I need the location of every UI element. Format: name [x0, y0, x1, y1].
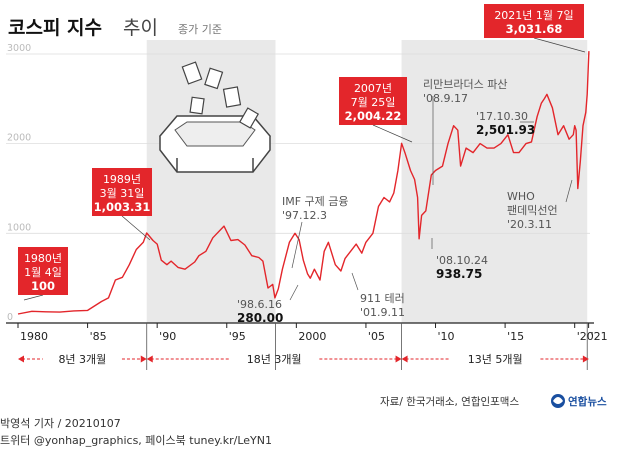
annotation-leader — [351, 272, 359, 291]
highlight-band-0 — [146, 40, 276, 323]
annotation-text: '17.10.30 — [476, 110, 528, 123]
annotation-text: 2,004.22 — [345, 109, 402, 123]
x-tick-label: '10 — [438, 330, 455, 343]
kospi-series-line — [17, 51, 590, 315]
chart-subtitle: 종가 기준 — [178, 23, 222, 36]
logo-text: 연합뉴스 — [568, 395, 607, 408]
annotation-text: 7월 25일 — [351, 95, 396, 109]
annotation-text: 911 테러 — [360, 292, 405, 305]
period-2: 13년 5개월 — [401, 353, 589, 366]
social-links: 트위터 @yonhap_graphics, 페이스북 tuney.kr/LeYN… — [0, 434, 272, 447]
annotation-leader — [291, 221, 303, 269]
annotation-8: '17.10.302,501.93 — [476, 110, 535, 137]
arrowhead — [146, 355, 153, 363]
annotation-text: 3,031.68 — [506, 22, 563, 36]
annotation-text: WHO — [507, 190, 535, 203]
annotation-text: '97.12.3 — [282, 209, 327, 222]
period-0: 8년 3개월 — [18, 353, 147, 366]
x-tick-label: '21 — [591, 330, 608, 343]
annotation-text: '98.6.16 — [237, 298, 282, 311]
annotation-text: '01.9.11 — [360, 306, 405, 319]
period-label: 13년 5개월 — [468, 353, 523, 366]
x-tick-label: '20 — [577, 330, 594, 343]
x-tick-label: '95 — [229, 330, 246, 343]
period-label: 8년 3개월 — [58, 353, 106, 366]
annotation-box — [339, 77, 407, 125]
y-tick-label: 3000 — [7, 43, 31, 54]
annotation-text: 3월 31일 — [100, 186, 145, 200]
annotation-leader — [289, 284, 299, 301]
highlight-band-1 — [401, 40, 588, 323]
annotation-4: 911 테러'01.9.11 — [351, 272, 405, 319]
annotation-text: 2,501.93 — [476, 123, 535, 137]
highlight-bands — [146, 40, 588, 323]
annotation-text: 938.75 — [436, 267, 482, 281]
annotation-text: 280.00 — [237, 311, 283, 325]
annotation-leader — [565, 179, 573, 203]
chart-title: 코스피 지수 — [8, 17, 102, 39]
x-tick-label: '15 — [507, 330, 524, 343]
annotation-box — [92, 168, 152, 216]
x-tick-label: '05 — [368, 330, 385, 343]
annotation-text: '08.9.17 — [423, 92, 468, 105]
annotation-10: 2021년 1월 7일3,031.68 — [484, 4, 586, 53]
annotation-box — [484, 4, 584, 38]
y-tick-label: 0 — [7, 312, 13, 323]
annotation-text: '08.10.24 — [436, 254, 488, 267]
annotation-text: 2021년 1월 7일 — [494, 8, 573, 22]
annotation-text: 100 — [31, 279, 55, 293]
x-axis: 1980 '85 '90 '95 2000 '05 '10 '15 '20'21 — [6, 322, 608, 370]
arrowhead — [18, 355, 24, 363]
y-tick-label: 1000 — [7, 222, 31, 233]
annotation-leader — [372, 124, 413, 143]
yonhap-logo: 연합뉴스 — [551, 394, 607, 408]
x-tick-label: '85 — [90, 330, 107, 343]
x-tick-label: '90 — [159, 330, 176, 343]
annotation-text: 1,003.31 — [94, 200, 151, 214]
annotation-box — [18, 247, 68, 295]
annotation-text: 팬데믹선언 — [507, 204, 558, 217]
annotation-text: 1989년 — [103, 173, 141, 186]
arrowhead — [401, 355, 408, 363]
byline: 박영석 기자 / 20210107 — [0, 417, 121, 430]
x-tick-label: 1980 — [20, 330, 48, 343]
money-pot-illustration — [159, 61, 271, 173]
annotation-text: IMF 구제 금융 — [282, 195, 349, 208]
arrowhead — [140, 355, 147, 363]
arrowhead — [395, 355, 402, 363]
source-note: 자료/ 한국거래소, 연합인포맥스 — [380, 396, 519, 408]
annotation-text: 1980년 — [24, 252, 62, 265]
arrowhead — [582, 355, 589, 363]
annotation-text: 2007년 — [354, 82, 392, 95]
x-tick-label: 2000 — [298, 330, 326, 343]
period-label: 18년 3개월 — [247, 353, 302, 366]
annotation-text: '20.3.11 — [507, 218, 552, 231]
annotation-leader — [121, 215, 151, 241]
y-tick-label: 2000 — [7, 133, 31, 144]
annotation-6: 리만브라더스 파산'08.9.17 — [423, 78, 507, 185]
annotation-leader — [23, 294, 44, 301]
annotation-text: 리만브라더스 파산 — [423, 78, 507, 91]
annotation-leader — [533, 37, 586, 53]
chart-title-suffix: 추이 — [123, 17, 158, 39]
period-arrows: 8년 3개월 18년 3개월 13년 5개월 — [18, 353, 589, 366]
period-1: 18년 3개월 — [146, 353, 402, 366]
annotation-2: IMF 구제 금융'97.12.3 — [282, 195, 349, 269]
annotation-text: 1월 4일 — [24, 265, 62, 279]
